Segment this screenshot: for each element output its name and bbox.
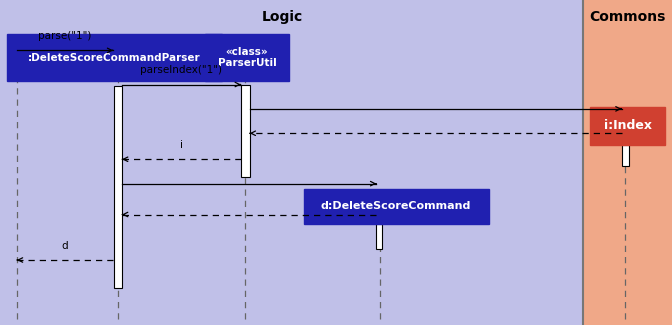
Text: parseIndex("1"): parseIndex("1") (140, 65, 222, 75)
Bar (205, 34, 289, 81)
Bar (622, 145, 629, 166)
Text: d: d (62, 241, 69, 251)
Text: :DeleteScoreCommandParser: :DeleteScoreCommandParser (28, 53, 200, 63)
Text: Commons: Commons (589, 10, 666, 24)
Bar (590, 107, 665, 145)
Bar (241, 84, 250, 177)
Bar (114, 86, 122, 288)
Text: «class»
ParserUtil: «class» ParserUtil (218, 47, 276, 69)
Text: i: i (180, 140, 183, 150)
Text: i:Index: i:Index (603, 119, 652, 132)
Bar (0, 0, 583, 325)
Text: d:DeleteScoreCommand: d:DeleteScoreCommand (321, 202, 471, 211)
Text: Logic: Logic (261, 10, 303, 24)
Bar (376, 224, 382, 249)
Bar (7, 34, 222, 81)
Text: parse("1"): parse("1") (38, 31, 91, 41)
Bar (583, 0, 672, 325)
Bar (304, 188, 489, 224)
